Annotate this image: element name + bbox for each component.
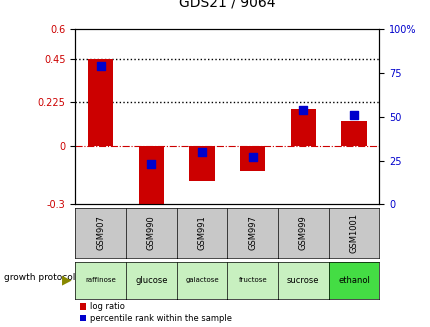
Text: sucrose: sucrose (286, 276, 319, 285)
Text: GSM999: GSM999 (298, 215, 307, 250)
Text: fructose: fructose (238, 277, 266, 284)
Legend: log ratio, percentile rank within the sample: log ratio, percentile rank within the sa… (80, 302, 231, 323)
Bar (189, 146, 214, 181)
Point (249, 155, 255, 160)
Point (299, 107, 306, 112)
Point (198, 149, 205, 155)
Text: GSM997: GSM997 (248, 215, 257, 250)
Text: raffinose: raffinose (85, 277, 116, 284)
Text: galactose: galactose (185, 277, 218, 284)
Text: ▶: ▶ (62, 274, 71, 287)
Bar (88, 59, 113, 146)
Point (97, 63, 104, 69)
Text: growth protocol: growth protocol (4, 273, 76, 282)
Text: GSM991: GSM991 (197, 215, 206, 250)
Point (350, 112, 356, 118)
Text: glucose: glucose (135, 276, 167, 285)
Text: GSM1001: GSM1001 (349, 213, 358, 253)
Bar (341, 121, 366, 146)
Bar (138, 146, 164, 204)
Bar (240, 146, 265, 171)
Bar (290, 109, 315, 146)
Text: GSM990: GSM990 (147, 215, 156, 250)
Point (147, 162, 154, 167)
Text: GDS21 / 9064: GDS21 / 9064 (179, 0, 275, 10)
Text: ethanol: ethanol (337, 276, 369, 285)
Text: GSM907: GSM907 (96, 215, 105, 250)
